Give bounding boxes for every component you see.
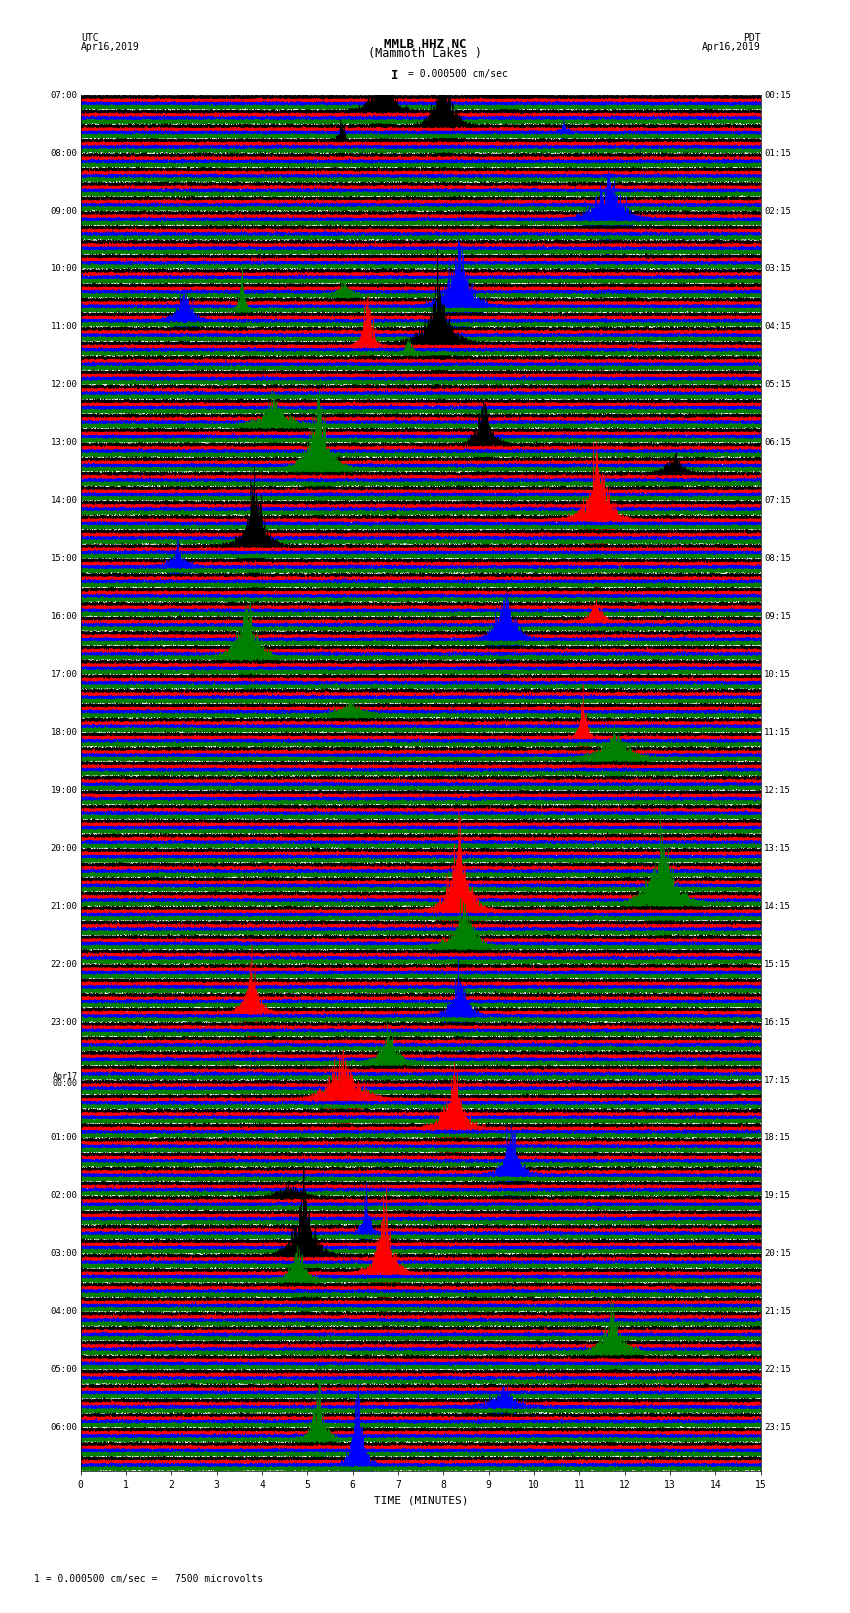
Text: 10:00: 10:00 (50, 265, 77, 274)
Text: 23:15: 23:15 (764, 1423, 791, 1432)
Text: 22:15: 22:15 (764, 1365, 791, 1374)
Text: 00:00: 00:00 (53, 1079, 77, 1087)
Text: 22:00: 22:00 (50, 960, 77, 969)
Text: Apr16,2019: Apr16,2019 (702, 42, 761, 52)
Text: 17:00: 17:00 (50, 669, 77, 679)
Text: 06:00: 06:00 (50, 1423, 77, 1432)
Text: 13:00: 13:00 (50, 439, 77, 447)
Text: 19:15: 19:15 (764, 1192, 791, 1200)
Text: 01:15: 01:15 (764, 148, 791, 158)
Text: 09:15: 09:15 (764, 611, 791, 621)
Text: 12:15: 12:15 (764, 786, 791, 795)
Text: (Mammoth Lakes ): (Mammoth Lakes ) (368, 47, 482, 60)
Text: 15:15: 15:15 (764, 960, 791, 969)
Text: 18:15: 18:15 (764, 1134, 791, 1142)
Text: 23:00: 23:00 (50, 1018, 77, 1026)
Text: = 0.000500 cm/sec: = 0.000500 cm/sec (408, 69, 508, 79)
Text: 13:15: 13:15 (764, 844, 791, 853)
Text: 07:15: 07:15 (764, 497, 791, 505)
Text: 17:15: 17:15 (764, 1076, 791, 1084)
Text: Apr16,2019: Apr16,2019 (81, 42, 139, 52)
Text: 01:00: 01:00 (50, 1134, 77, 1142)
Text: 02:00: 02:00 (50, 1192, 77, 1200)
X-axis label: TIME (MINUTES): TIME (MINUTES) (373, 1495, 468, 1505)
Text: 04:15: 04:15 (764, 323, 791, 331)
Text: 20:00: 20:00 (50, 844, 77, 853)
Text: 11:15: 11:15 (764, 727, 791, 737)
Text: 03:15: 03:15 (764, 265, 791, 274)
Text: 08:00: 08:00 (50, 148, 77, 158)
Text: 1 = 0.000500 cm/sec =   7500 microvolts: 1 = 0.000500 cm/sec = 7500 microvolts (34, 1574, 264, 1584)
Text: 03:00: 03:00 (50, 1250, 77, 1258)
Text: 16:15: 16:15 (764, 1018, 791, 1026)
Text: 12:00: 12:00 (50, 381, 77, 389)
Text: 06:15: 06:15 (764, 439, 791, 447)
Text: I: I (392, 69, 399, 82)
Text: PDT: PDT (743, 32, 761, 44)
Text: 09:00: 09:00 (50, 206, 77, 216)
Text: 21:15: 21:15 (764, 1307, 791, 1316)
Text: 20:15: 20:15 (764, 1250, 791, 1258)
Text: 14:00: 14:00 (50, 497, 77, 505)
Text: 05:15: 05:15 (764, 381, 791, 389)
Text: MMLB HHZ NC: MMLB HHZ NC (383, 37, 467, 50)
Text: 18:00: 18:00 (50, 727, 77, 737)
Text: 04:00: 04:00 (50, 1307, 77, 1316)
Text: 00:15: 00:15 (764, 90, 791, 100)
Text: 05:00: 05:00 (50, 1365, 77, 1374)
Text: 15:00: 15:00 (50, 555, 77, 563)
Text: UTC: UTC (81, 32, 99, 44)
Text: 07:00: 07:00 (50, 90, 77, 100)
Text: 11:00: 11:00 (50, 323, 77, 331)
Text: 19:00: 19:00 (50, 786, 77, 795)
Text: 21:00: 21:00 (50, 902, 77, 911)
Text: 02:15: 02:15 (764, 206, 791, 216)
Text: 14:15: 14:15 (764, 902, 791, 911)
Text: 08:15: 08:15 (764, 555, 791, 563)
Text: 16:00: 16:00 (50, 611, 77, 621)
Text: 10:15: 10:15 (764, 669, 791, 679)
Text: Apr17: Apr17 (53, 1073, 77, 1081)
